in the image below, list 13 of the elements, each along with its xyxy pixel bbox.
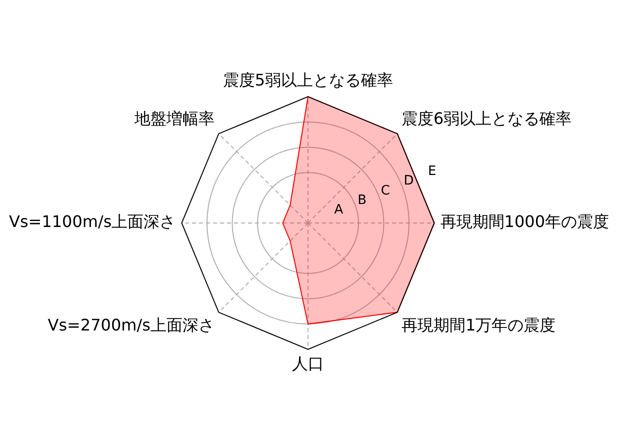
y-tick-label: D	[404, 174, 414, 189]
y-tick-label: A	[334, 202, 344, 218]
spoke-label: Vs=1100m/s上面深さ	[9, 212, 176, 232]
y-tick-label: E	[428, 164, 436, 179]
y-tick-label: C	[380, 183, 390, 198]
spoke-label: 再現期間1万年の震度	[402, 315, 556, 334]
spoke-label: 再現期間1000年の震度	[440, 212, 609, 232]
spoke-label: Vs=2700m/s上面深さ	[48, 315, 214, 334]
y-tick-label: B	[358, 192, 367, 208]
spoke-label: 震度6弱以上となる確率	[402, 109, 572, 128]
spoke-label: 人口	[292, 354, 324, 374]
spoke-label: 震度5弱以上となる確率	[222, 70, 394, 90]
spoke-label: 地盤増幅率	[133, 109, 214, 128]
